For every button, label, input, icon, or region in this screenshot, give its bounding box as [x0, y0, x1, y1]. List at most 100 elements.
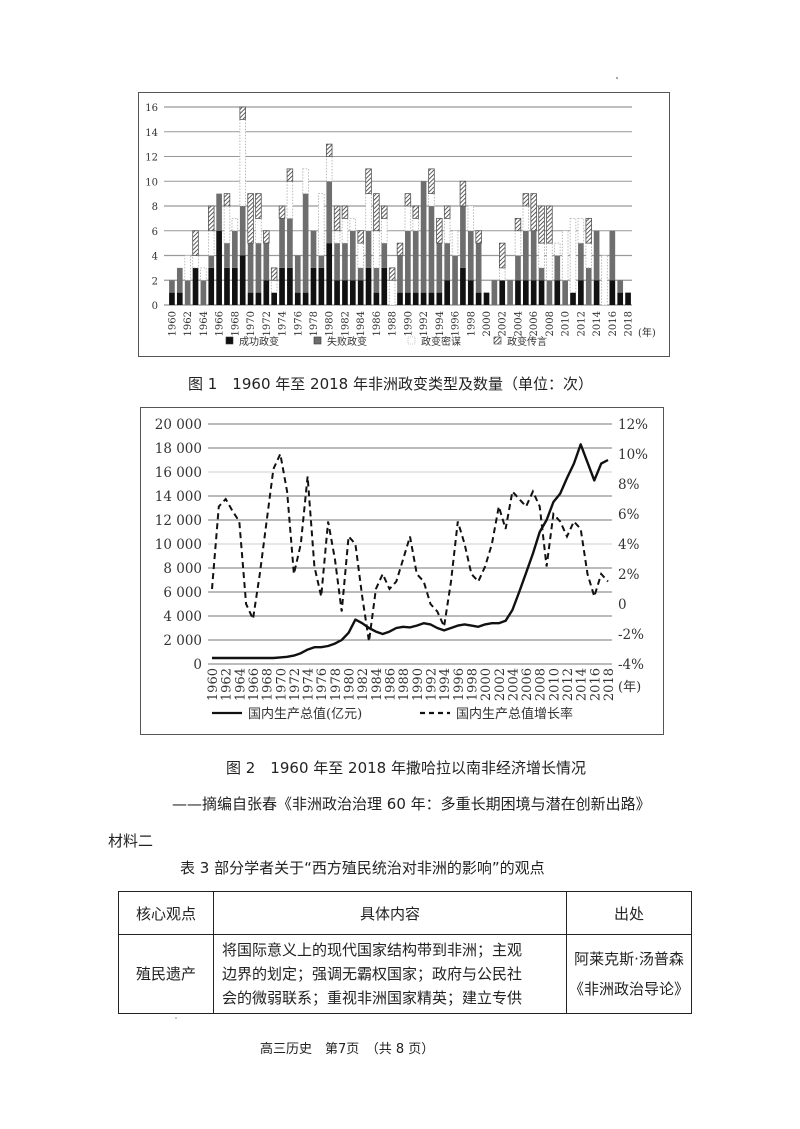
svg-text:14: 14	[145, 128, 158, 139]
svg-text:1968: 1968	[261, 668, 276, 701]
source-book: 《非洲政治导论》	[568, 980, 689, 998]
svg-text:2000: 2000	[479, 668, 494, 701]
svg-text:10%: 10%	[618, 447, 648, 463]
svg-text:1988: 1988	[397, 668, 412, 701]
svg-text:1980: 1980	[343, 668, 358, 701]
svg-text:8: 8	[152, 202, 158, 213]
content-line: 边界的划定；强调无霸权国家；政府与公民社	[222, 965, 523, 983]
svg-text:1982: 1982	[356, 668, 371, 701]
svg-text:1962: 1962	[220, 668, 235, 701]
svg-text:14 000: 14 000	[155, 489, 202, 505]
figure1-caption: 图 1 1960 年至 2018 年非洲政变类型及数量（单位：次）	[188, 375, 593, 393]
svg-text:16 000: 16 000	[155, 465, 202, 481]
svg-text:1986: 1986	[384, 668, 399, 701]
svg-text:1990: 1990	[403, 311, 414, 336]
svg-text:2006: 2006	[529, 311, 540, 336]
svg-text:1960: 1960	[206, 668, 221, 701]
svg-text:2016: 2016	[588, 668, 603, 701]
svg-text:2004: 2004	[513, 311, 524, 336]
svg-text:2018: 2018	[624, 311, 635, 336]
svg-text:2%: 2%	[618, 567, 640, 583]
svg-text:2 000: 2 000	[163, 633, 202, 649]
svg-text:(年): (年)	[618, 680, 641, 695]
content-line: 会的微弱联系；重视非洲国家精英；建立专供	[222, 989, 523, 1007]
source-author: 阿莱克斯·汤普森	[574, 950, 684, 968]
svg-text:2: 2	[152, 276, 158, 287]
header-core-view: 核心观点	[118, 891, 214, 935]
svg-text:政变密谋: 政变密谋	[421, 335, 461, 348]
svg-text:2006: 2006	[520, 668, 535, 701]
svg-text:1992: 1992	[419, 311, 430, 336]
svg-text:4: 4	[152, 252, 158, 263]
header-source: 出处	[566, 891, 692, 935]
svg-text:2012: 2012	[576, 311, 587, 336]
svg-text:1982: 1982	[340, 311, 351, 336]
scan-speck	[175, 1017, 177, 1019]
table3: 核心观点 具体内容 出处 殖民遗产 将国际意义上的现代国家结构带到非洲；主观 边…	[118, 891, 692, 1014]
svg-text:1976: 1976	[315, 668, 330, 701]
svg-text:1960: 1960	[167, 311, 178, 336]
table-row: 殖民遗产 将国际意义上的现代国家结构带到非洲；主观 边界的划定；强调无霸权国家；…	[118, 934, 692, 1014]
svg-text:10 000: 10 000	[155, 537, 202, 553]
svg-text:1970: 1970	[246, 311, 257, 336]
svg-text:2002: 2002	[493, 668, 508, 701]
svg-text:1964: 1964	[233, 668, 248, 701]
svg-text:1962: 1962	[183, 311, 194, 336]
figure2-line-chart: 0 2 000 4 000 6 000 8 000 10 000 12 000 14 000 1…	[155, 417, 648, 722]
svg-text:1966: 1966	[215, 311, 226, 336]
scan-speck	[616, 77, 618, 79]
svg-text:0: 0	[152, 301, 158, 312]
svg-text:1994: 1994	[435, 311, 446, 336]
svg-text:1992: 1992	[424, 668, 439, 701]
svg-text:2010: 2010	[547, 668, 562, 701]
svg-text:10: 10	[145, 177, 158, 188]
svg-text:1976: 1976	[293, 311, 304, 336]
svg-text:2010: 2010	[561, 311, 572, 336]
svg-text:政变传言: 政变传言	[507, 335, 547, 348]
svg-text:国内生产总值增长率: 国内生产总值增长率	[456, 706, 573, 722]
svg-text:-4%: -4%	[618, 657, 644, 673]
svg-text:1990: 1990	[411, 668, 426, 701]
svg-text:1974: 1974	[278, 311, 289, 336]
figure2-frame	[140, 407, 664, 735]
svg-text:1974: 1974	[302, 668, 317, 701]
svg-text:2000: 2000	[482, 311, 493, 336]
svg-text:4%: 4%	[618, 537, 640, 553]
table-header-row: 核心观点 具体内容 出处	[118, 891, 692, 935]
svg-text:2008: 2008	[545, 311, 556, 336]
svg-text:1984: 1984	[356, 311, 367, 336]
svg-text:2016: 2016	[608, 311, 619, 336]
svg-text:16: 16	[145, 103, 158, 114]
svg-text:1964: 1964	[199, 311, 210, 336]
cell-content: 将国际意义上的现代国家结构带到非洲；主观 边界的划定；强调无霸权国家；政府与公民…	[213, 934, 567, 1014]
svg-text:1986: 1986	[372, 311, 383, 336]
svg-text:2004: 2004	[506, 668, 521, 701]
svg-text:12%: 12%	[618, 417, 648, 433]
svg-text:(年): (年)	[638, 326, 656, 339]
svg-text:1980: 1980	[325, 311, 336, 336]
svg-text:1972: 1972	[262, 311, 273, 336]
material-label: 材料二	[108, 832, 154, 850]
svg-text:2008: 2008	[534, 668, 549, 701]
svg-text:1988: 1988	[388, 311, 399, 336]
svg-text:8%: 8%	[618, 477, 640, 493]
figure1-bar-chart: 0 2 4 6 8 10 12 14 16 1960 1962 1964 1966 1968 1970 197…	[145, 103, 656, 348]
table3-title: 表 3 部分学者关于“西方殖民统治对非洲的影响”的观点	[180, 859, 545, 877]
svg-text:4 000: 4 000	[163, 609, 202, 625]
header-content: 具体内容	[213, 891, 567, 935]
svg-text:1972: 1972	[288, 668, 303, 701]
svg-text:1978: 1978	[309, 311, 320, 336]
svg-text:1996: 1996	[452, 668, 467, 701]
svg-text:1984: 1984	[370, 668, 385, 701]
svg-text:1998: 1998	[466, 311, 477, 336]
svg-text:1994: 1994	[438, 668, 453, 701]
page-footer: 高三历史 第7页 （共 8 页）	[260, 1042, 435, 1057]
cell-source: 阿莱克斯·汤普森 《非洲政治导论》	[566, 934, 692, 1014]
svg-text:0: 0	[618, 597, 627, 613]
svg-text:12: 12	[145, 153, 158, 164]
svg-text:8 000: 8 000	[163, 561, 202, 577]
svg-text:6: 6	[152, 227, 158, 238]
svg-text:1968: 1968	[230, 311, 241, 336]
svg-text:20 000: 20 000	[155, 417, 202, 433]
svg-text:18 000: 18 000	[155, 441, 202, 457]
